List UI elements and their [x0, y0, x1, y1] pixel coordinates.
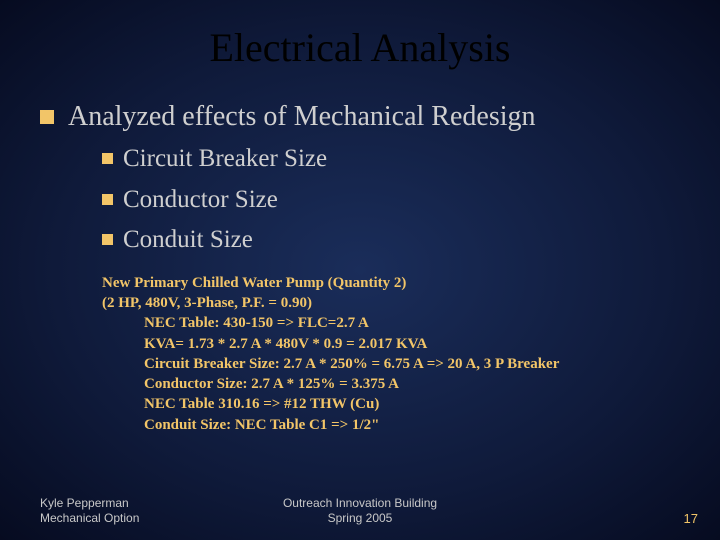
calc-line: NEC Table: 430-150 => FLC=2.7 A [144, 313, 680, 333]
square-bullet-icon [40, 110, 54, 124]
square-bullet-icon [102, 194, 113, 205]
footer-building: Outreach Innovation Building [283, 496, 437, 511]
slide-title: Electrical Analysis [40, 24, 680, 71]
sub-bullet-text: Circuit Breaker Size [123, 143, 327, 176]
calc-line: Circuit Breaker Size: 2.7 A * 250% = 6.7… [144, 354, 680, 374]
page-number: 17 [684, 511, 698, 526]
calc-line: NEC Table 310.16 => #12 THW (Cu) [144, 394, 680, 414]
sub-bullet-list: Circuit Breaker Size Conductor Size Cond… [102, 143, 680, 257]
footer-left: Kyle Pepperman Mechanical Option [40, 496, 139, 526]
calc-line: New Primary Chilled Water Pump (Quantity… [102, 273, 680, 293]
calc-line: KVA= 1.73 * 2.7 A * 480V * 0.9 = 2.017 K… [144, 334, 680, 354]
footer-center: Outreach Innovation Building Spring 2005 [283, 496, 437, 526]
slide: Electrical Analysis Analyzed effects of … [0, 0, 720, 540]
square-bullet-icon [102, 234, 113, 245]
footer-author: Kyle Pepperman [40, 496, 139, 511]
calc-line: Conduit Size: NEC Table C1 => 1/2" [144, 415, 680, 435]
square-bullet-icon [102, 153, 113, 164]
footer-option: Mechanical Option [40, 511, 139, 526]
calc-line: Conductor Size: 2.7 A * 125% = 3.375 A [144, 374, 680, 394]
calc-line: (2 HP, 480V, 3-Phase, P.F. = 0.90) [102, 293, 680, 313]
sub-bullet-text: Conductor Size [123, 184, 278, 217]
calculation-block: New Primary Chilled Water Pump (Quantity… [102, 273, 680, 435]
sub-bullet-row: Conductor Size [102, 184, 680, 217]
main-bullet-text: Analyzed effects of Mechanical Redesign [68, 99, 536, 135]
sub-bullet-row: Circuit Breaker Size [102, 143, 680, 176]
sub-bullet-row: Conduit Size [102, 224, 680, 257]
footer-term: Spring 2005 [283, 511, 437, 526]
sub-bullet-text: Conduit Size [123, 224, 253, 257]
main-bullet-row: Analyzed effects of Mechanical Redesign [40, 99, 680, 135]
